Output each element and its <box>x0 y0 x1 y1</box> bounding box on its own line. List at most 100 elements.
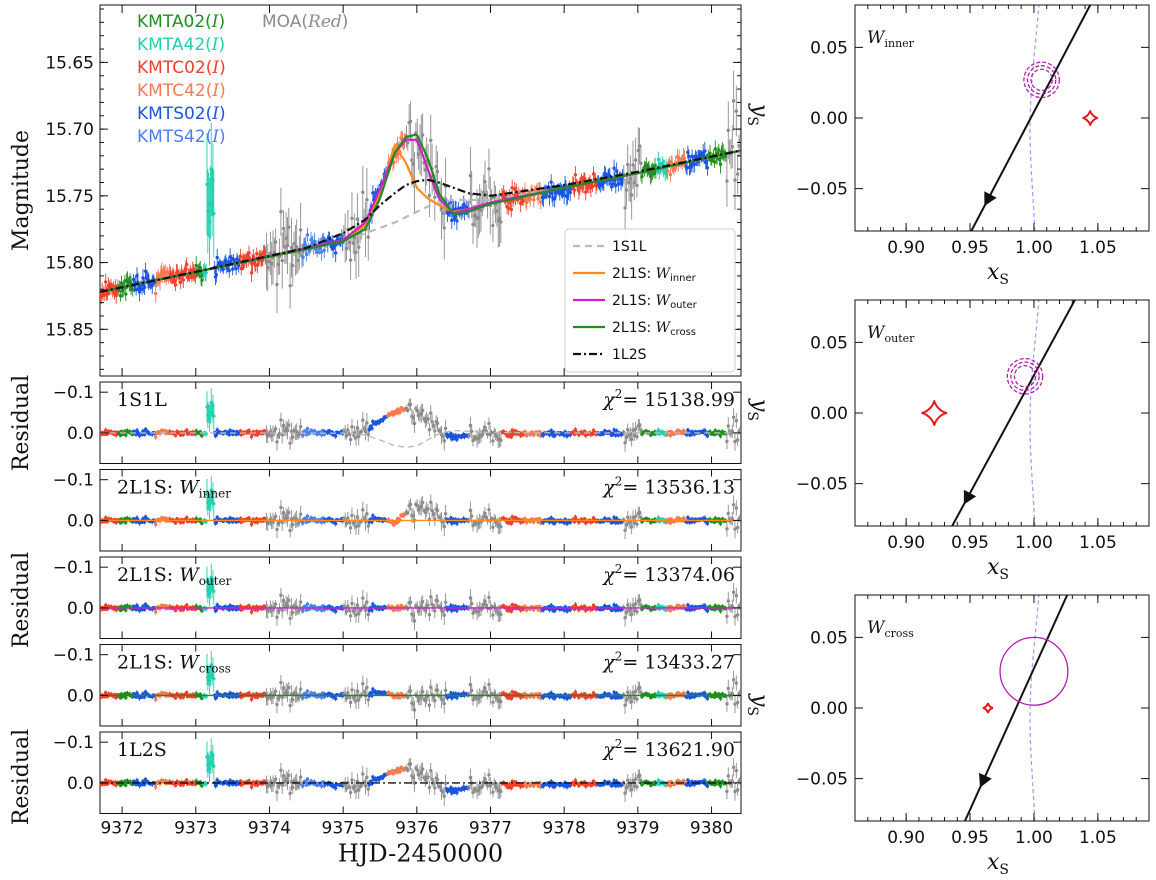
dataset-labels: KMTA02(I) KMTA42(I) KMTC02(I) KMTC42(I) KMTS… <box>137 12 348 147</box>
residual-point <box>212 589 216 593</box>
residual-point <box>281 598 286 603</box>
residual-point <box>612 428 616 432</box>
residual-point <box>685 520 689 524</box>
residual-point <box>347 608 351 612</box>
residual-point <box>470 429 474 433</box>
residual-point <box>214 433 219 437</box>
residual-point <box>426 417 430 421</box>
residual-point <box>319 520 324 524</box>
data-point <box>712 160 717 164</box>
residual-point <box>549 428 553 433</box>
residual-point <box>420 500 425 505</box>
data-point <box>510 186 514 190</box>
data-point <box>193 274 198 278</box>
residual-frame <box>99 469 742 552</box>
data-point <box>354 250 358 254</box>
residual-point <box>510 515 514 519</box>
residual-point <box>361 596 365 600</box>
residual-point <box>288 441 292 445</box>
data-point <box>212 211 216 216</box>
residual-point <box>367 427 372 432</box>
residual-point <box>631 428 635 432</box>
data-point <box>333 251 338 255</box>
residual-point <box>624 523 629 527</box>
residual-point <box>726 511 730 516</box>
data-point <box>590 184 595 189</box>
data-point <box>481 190 486 195</box>
residual-point <box>491 525 495 529</box>
residual-frame <box>99 381 742 464</box>
data-point <box>249 271 254 275</box>
data-point <box>304 243 308 248</box>
data-point <box>420 133 425 137</box>
residual-point <box>730 429 734 433</box>
residual-point <box>273 514 278 519</box>
residual-point <box>427 613 432 617</box>
data-point <box>344 246 349 251</box>
legend-label: 2L1S: Winner <box>612 266 697 284</box>
residual-point <box>734 418 739 423</box>
data-point <box>118 294 123 298</box>
residual-point <box>429 595 433 599</box>
residual-point <box>443 512 448 516</box>
residual-point <box>442 439 446 443</box>
residual-point <box>333 521 338 526</box>
y-tick-label: 15.85 <box>45 320 94 340</box>
residual-point <box>442 613 446 617</box>
data-point <box>633 158 638 162</box>
data-point <box>173 283 178 287</box>
residual-point <box>448 434 452 439</box>
data-point <box>305 233 310 237</box>
data-point <box>433 195 437 199</box>
residual-point <box>361 508 365 512</box>
residual-point <box>635 522 639 526</box>
data-point <box>351 241 356 245</box>
residual-point <box>214 608 219 612</box>
data-point <box>539 200 543 204</box>
residual-point <box>738 515 741 520</box>
residual-point <box>509 435 514 439</box>
data-point <box>680 157 684 161</box>
residual-point <box>301 521 305 525</box>
data-point <box>365 197 369 202</box>
residual-point <box>319 433 324 437</box>
residual-point <box>733 439 737 444</box>
residual-points <box>100 563 741 631</box>
data-point <box>352 235 357 240</box>
data-point <box>682 156 687 160</box>
data-point <box>639 161 643 165</box>
residual-point <box>637 510 642 514</box>
data-point <box>119 281 124 285</box>
residual-point <box>450 608 454 613</box>
y-tick-label: −0.1 <box>53 383 94 403</box>
residual-point <box>153 435 158 439</box>
residual-point <box>347 520 351 524</box>
data-point <box>450 218 454 223</box>
data-point <box>640 175 644 179</box>
data-point <box>632 181 636 185</box>
data-point <box>291 263 295 268</box>
data-point <box>499 220 503 224</box>
residual-point <box>450 521 454 525</box>
residual-point <box>294 429 299 434</box>
residual-point <box>301 433 305 437</box>
data-point <box>185 262 189 267</box>
data-point <box>495 209 499 213</box>
dataset-label: KMTA42(I) <box>137 35 225 55</box>
residual-point <box>363 430 368 434</box>
data-point <box>657 170 661 174</box>
data-point <box>227 268 231 273</box>
y-axis-label: Magnitude <box>9 130 34 251</box>
data-point <box>247 251 251 255</box>
data-point <box>296 258 300 263</box>
residual-point <box>275 527 279 532</box>
residual-point <box>354 613 358 617</box>
data-point <box>215 255 219 260</box>
data-point <box>221 267 225 272</box>
residual-point <box>279 593 283 597</box>
residual-point <box>433 517 437 521</box>
residual-point <box>104 516 108 520</box>
data-point <box>226 260 231 264</box>
